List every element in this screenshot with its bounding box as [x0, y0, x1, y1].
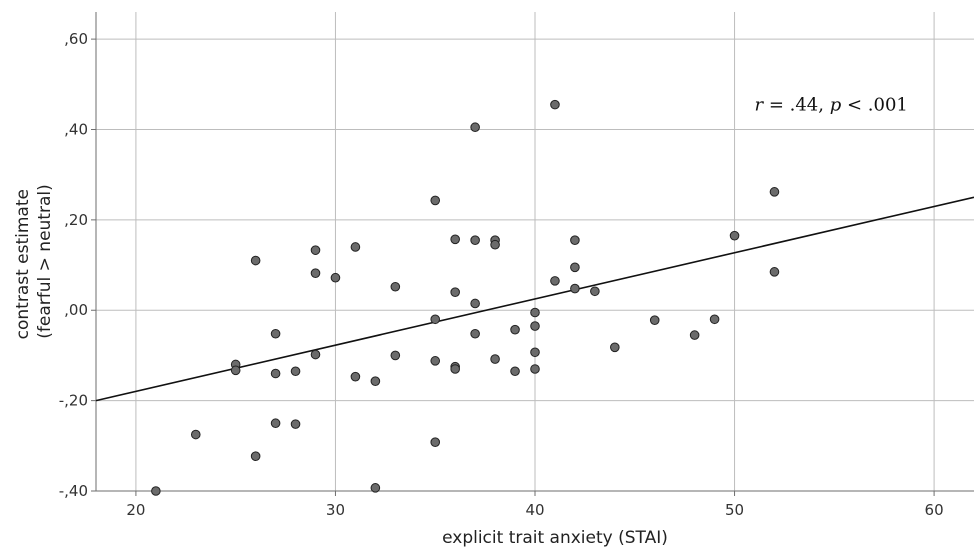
- x-axis-title: explicit trait anxiety (STAI): [442, 528, 668, 548]
- data-point-15: [350, 242, 361, 252]
- grid-lines: [96, 12, 974, 491]
- data-point-41: [530, 364, 540, 374]
- y-tick-label-5: ,60: [64, 30, 88, 48]
- data-point-25: [450, 234, 460, 245]
- data-point-53: [769, 187, 780, 197]
- data-point-40: [530, 347, 540, 358]
- data-point-38: [530, 307, 540, 318]
- data-point-31: [470, 298, 480, 309]
- data-point-13: [310, 349, 321, 360]
- annotation-r-symbol: r: [755, 95, 765, 116]
- data-point-6: [270, 328, 281, 339]
- data-point-12: [310, 268, 321, 278]
- x-tick-label-4: 60: [925, 501, 944, 519]
- data-point-5: [250, 451, 261, 462]
- y-tick-label-0: -,40: [59, 482, 88, 500]
- y-tick-label-3: ,20: [64, 211, 88, 229]
- data-point-9: [290, 366, 301, 377]
- data-point-11: [310, 245, 321, 255]
- tick-labels: 20 30 40 50 60 -,40 -,20 ,00 ,20 ,40 ,60: [59, 30, 944, 519]
- data-point-43: [550, 276, 560, 286]
- data-point-3: [230, 365, 241, 376]
- data-point-35: [490, 354, 500, 364]
- data-point-23: [430, 356, 441, 366]
- data-point-52: [729, 230, 740, 241]
- axes: [91, 12, 974, 496]
- x-tick-label-3: 50: [725, 501, 744, 519]
- data-point-17: [370, 376, 381, 386]
- y-tick-label-2: ,00: [64, 301, 88, 319]
- data-point-32: [470, 328, 480, 339]
- data-point-16: [350, 371, 361, 382]
- regression-line-layer: [95, 196, 974, 402]
- y-axis-title-line-1: contrast estimate: [13, 189, 33, 339]
- data-point-36: [510, 324, 520, 335]
- data-point-26: [450, 287, 460, 297]
- data-point-46: [570, 283, 580, 294]
- data-point-4: [250, 255, 261, 266]
- annotation-p-symbol: p: [830, 95, 842, 116]
- data-point-30: [470, 235, 480, 246]
- data-point-49: [649, 315, 660, 325]
- data-point-37: [510, 366, 520, 377]
- x-tick-label-0: 20: [126, 501, 145, 519]
- data-point-28: [450, 364, 460, 374]
- data-point-7: [270, 368, 281, 379]
- data-point-22: [430, 314, 441, 325]
- data-point-20: [390, 350, 401, 361]
- data-point-14: [330, 272, 341, 283]
- annotation-r-value: = .44,: [763, 95, 830, 116]
- x-tick-label-2: 40: [525, 501, 544, 519]
- data-point-21: [430, 195, 441, 206]
- y-tick-label-1: -,20: [59, 392, 88, 410]
- data-point-29: [470, 122, 480, 133]
- data-points: [151, 99, 780, 496]
- y-axis-title-line-2: (fearful > neutral): [35, 184, 55, 338]
- data-point-54: [769, 267, 780, 277]
- data-point-1: [190, 429, 201, 440]
- data-point-0: [151, 486, 161, 496]
- data-point-51: [709, 314, 720, 325]
- y-axis-title: contrast estimate (fearful > neutral): [13, 184, 55, 340]
- data-point-39: [530, 321, 540, 331]
- annotation-p-value: < .001: [841, 95, 908, 116]
- data-point-8: [270, 418, 281, 429]
- data-point-45: [570, 262, 580, 273]
- data-point-48: [610, 342, 620, 353]
- data-point-34: [490, 239, 500, 250]
- data-point-18: [370, 483, 381, 493]
- correlation-annotation: r = .44, p < .001: [755, 95, 908, 116]
- regression-line: [95, 196, 974, 402]
- x-tick-label-1: 30: [326, 501, 345, 519]
- data-point-42: [550, 99, 560, 110]
- data-point-47: [590, 286, 600, 297]
- data-point-24: [430, 437, 441, 447]
- y-tick-label-4: ,40: [64, 120, 88, 138]
- data-point-10: [290, 419, 301, 429]
- data-point-44: [570, 235, 580, 246]
- data-point-50: [689, 330, 700, 340]
- data-point-19: [390, 281, 401, 292]
